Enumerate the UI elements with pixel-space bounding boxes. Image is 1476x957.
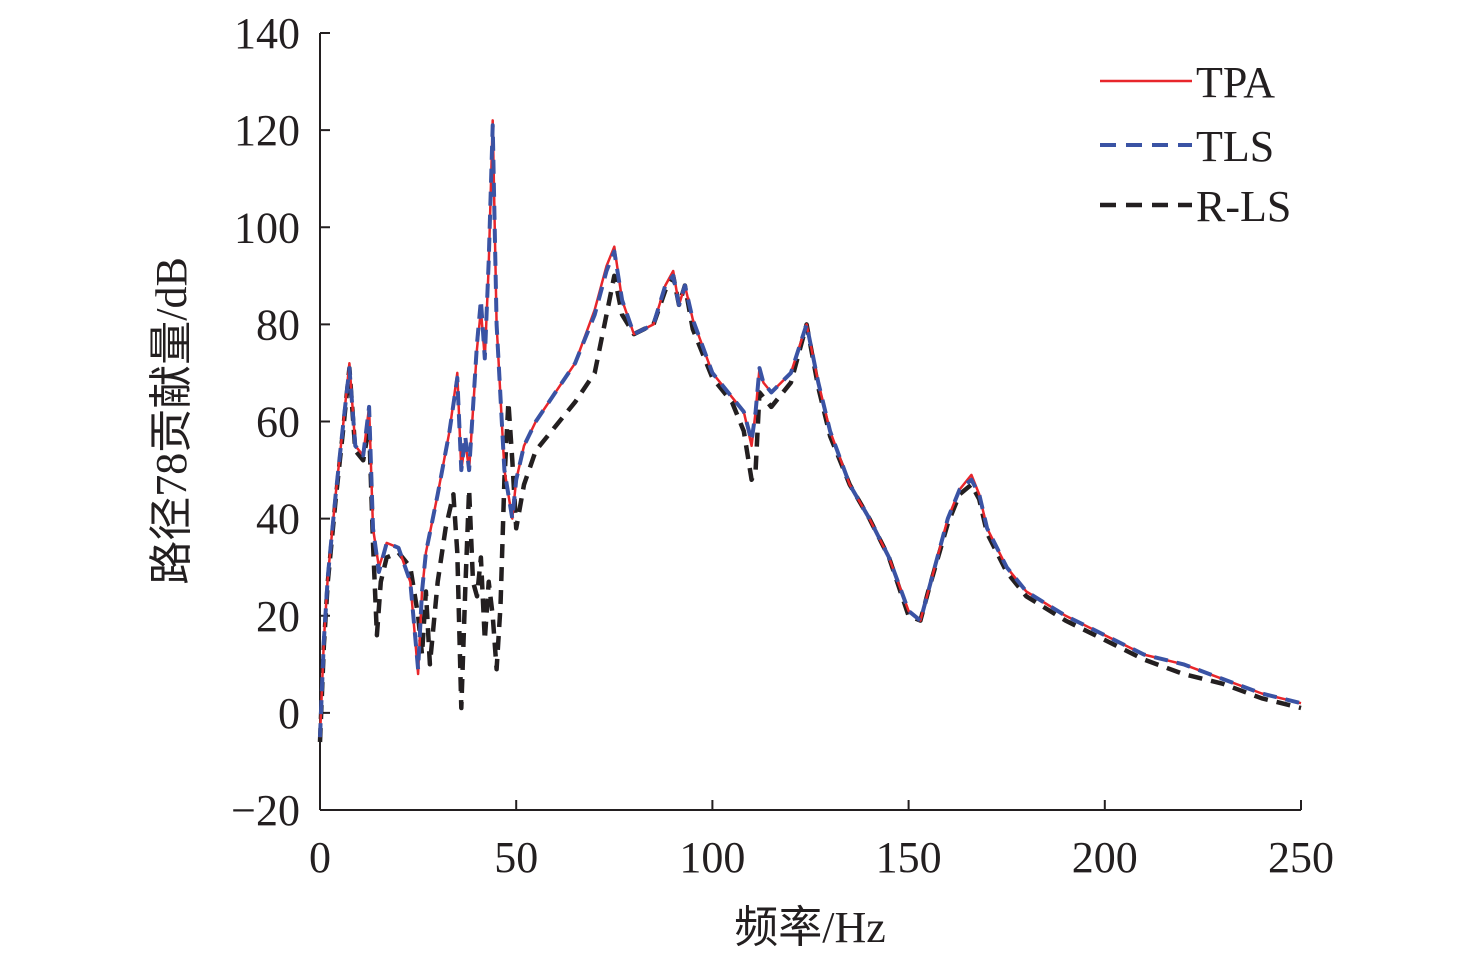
- y-tick-label: 140: [234, 9, 300, 58]
- y-tick-label: −20: [231, 786, 300, 835]
- y-tick-label: 0: [278, 689, 300, 738]
- y-axis-title: 路径78贡献量/dB: [147, 257, 196, 585]
- legend-label-tls: TLS: [1196, 122, 1274, 171]
- legend-label-tpa: TPA: [1196, 58, 1275, 107]
- y-tick-label: 80: [256, 300, 300, 349]
- ticks: [319, 32, 1302, 811]
- axes: [319, 33, 1301, 811]
- series-line-tls: [318, 123, 1302, 738]
- series-layer: [317, 119, 1302, 743]
- x-tick-label: 50: [494, 833, 538, 882]
- x-tick-label: 0: [309, 833, 331, 882]
- y-tick-label: 120: [234, 106, 300, 155]
- x-axis-title: 频率/Hz: [734, 903, 886, 952]
- x-tick-label: 100: [679, 833, 745, 882]
- x-tick-label: 150: [876, 833, 942, 882]
- series-line-tpa: [318, 119, 1302, 738]
- legend-label-r-ls: R-LS: [1196, 182, 1291, 231]
- y-tick-label: 40: [256, 495, 300, 544]
- x-tick-label: 250: [1268, 833, 1334, 882]
- x-tick-label: 200: [1072, 833, 1138, 882]
- y-tick-label: 60: [256, 398, 300, 447]
- y-tick-label: 100: [234, 203, 300, 252]
- y-tick-label: 20: [256, 592, 300, 641]
- legend: TPA TLS R-LS: [1100, 58, 1291, 231]
